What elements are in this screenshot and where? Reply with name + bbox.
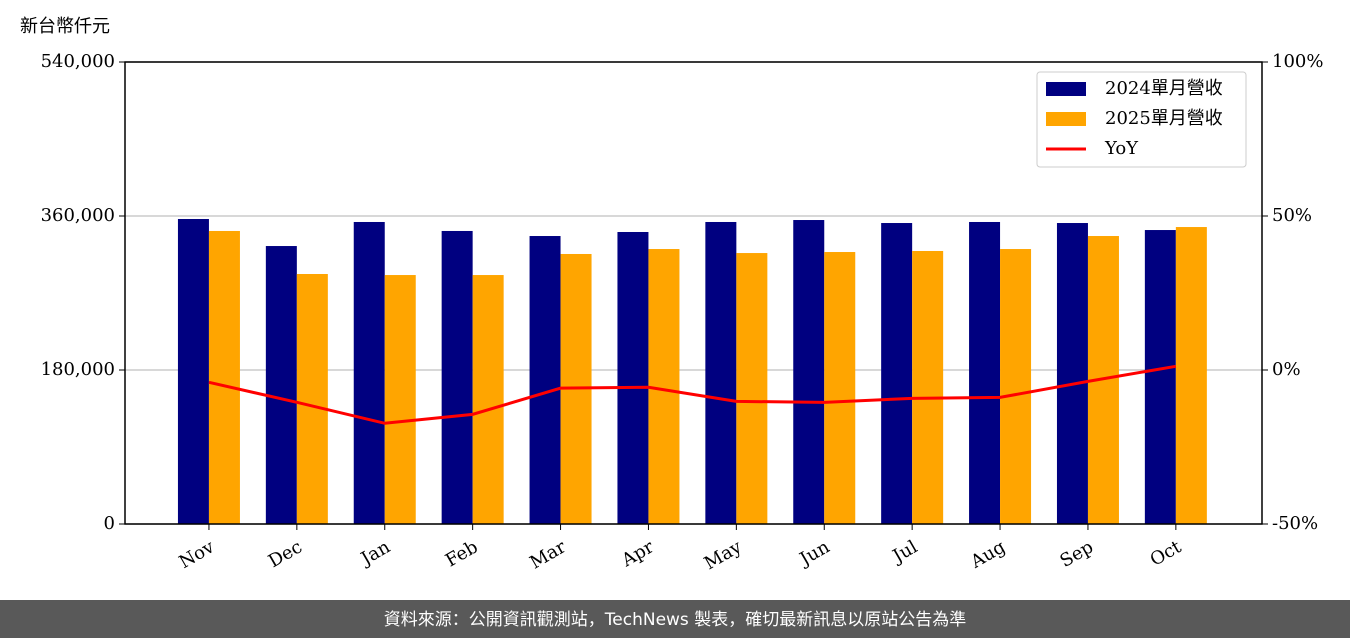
legend-swatch — [1046, 82, 1086, 96]
bar — [1056, 223, 1088, 524]
footer-bar — [0, 600, 1350, 638]
bar — [441, 230, 473, 524]
bar — [296, 274, 328, 524]
y-tick-label: 0 — [104, 513, 115, 534]
legend-label: 2024單月營收 — [1105, 78, 1223, 99]
bar — [353, 221, 385, 524]
bar — [1144, 230, 1176, 524]
bar — [824, 252, 856, 524]
bar — [265, 246, 297, 524]
y-axis-label: 新台幣仟元 — [20, 16, 110, 37]
bar — [1175, 227, 1207, 524]
bar — [969, 221, 1001, 524]
bar — [1000, 249, 1032, 524]
bar — [177, 218, 209, 524]
bar — [736, 253, 768, 524]
legend-label: YoY — [1104, 138, 1139, 159]
legend-box — [1036, 71, 1247, 168]
bar — [384, 275, 416, 524]
bar — [617, 231, 649, 524]
bar — [881, 223, 913, 524]
legend-swatch — [1046, 112, 1086, 126]
bar — [529, 236, 561, 524]
line — [208, 364, 1177, 425]
y-tick-label: 540,000 — [41, 51, 115, 72]
plot-frame — [124, 61, 1263, 525]
y-tick-label: 360,000 — [41, 205, 115, 226]
y2-tick-label: 0% — [1272, 359, 1301, 380]
bar — [793, 220, 825, 524]
y2-tick-label: -50% — [1272, 513, 1318, 534]
bar — [705, 221, 737, 524]
bar — [912, 250, 944, 524]
bar — [472, 275, 504, 524]
legend-label: 2025單月營收 — [1105, 108, 1223, 129]
y-tick-label: 180,000 — [41, 359, 115, 380]
footer: 資料來源：公開資訊觀測站，TechNews 製表，確切最新訊息以原站公告為準 — [384, 610, 966, 630]
bar — [208, 230, 240, 524]
y2-tick-label: 50% — [1272, 205, 1312, 226]
y2-tick-label: 100% — [1272, 51, 1323, 72]
bar — [648, 249, 680, 524]
